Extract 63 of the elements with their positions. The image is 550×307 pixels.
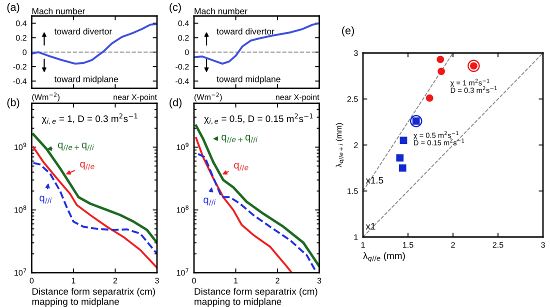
text: near X-point (114, 94, 157, 102)
series-label: x1.5 (366, 177, 384, 184)
annotation: χ$_{i,e}$ = 0.5, D = 0.15 m$^{2}$s$^{−1}$ (204, 113, 313, 124)
y-tick-label: 0.4 (178, 20, 189, 26)
x-axis-title: λ$_{q//e}$ (mm) (363, 252, 405, 262)
annotation: χ$_{i,e}$ = 1, D = 0.3 m$^{2}$s$^{−1}$ (42, 113, 138, 124)
x-tick-label: 3 (541, 242, 545, 248)
y-tick-label: 10$^{7}$ (176, 268, 188, 276)
y-tick-label: 3 (354, 50, 358, 56)
x-tick-label: 2 (276, 278, 280, 284)
x-tick-label: 1 (361, 242, 365, 248)
x-tick-label: 3 (155, 278, 159, 284)
chart-title: (e) (342, 26, 354, 36)
x-tick-label: 2 (451, 242, 455, 248)
y-tick-label: 10$^{7}$ (14, 268, 26, 276)
y-tick-label: 0.2 (178, 34, 189, 41)
y-tick-label: 0 (184, 49, 189, 56)
y-tick-label: 1.5 (348, 188, 358, 194)
annotation: toward divertor (216, 28, 274, 35)
y-tick-label: 1 (354, 234, 358, 240)
y-axis-title: Mach number (32, 8, 86, 14)
chart-title: (b) (7, 98, 20, 108)
y-tick-label: 10$^{9}$ (176, 142, 188, 150)
y-tick-label: 0.4 (16, 20, 27, 26)
annotation: toward midplane (54, 76, 118, 84)
legend-label: q$_{//e+}$q$_{//i}$ (222, 134, 258, 143)
legend-label: q$_{//e}$ (234, 162, 248, 171)
text: (Wm$^{−2}$) (194, 92, 222, 102)
y-tick-label: 2 (354, 142, 358, 148)
legend-label: q$_{//e+}$q$_{//i}$ (58, 142, 94, 151)
series-label: q$_{//i}$ (40, 196, 52, 204)
x-tick-label: 1 (72, 278, 76, 284)
chart-title: (c) (170, 3, 181, 14)
x-tick-label: 0 (192, 278, 196, 284)
text: (Wm$^{−2}$) (32, 92, 60, 102)
series-label: x1 (366, 223, 376, 230)
y-tick-label: 10$^{9}$ (14, 142, 26, 150)
y-tick-label: 0 (22, 49, 27, 56)
y-tick-label: 10$^{8}$ (14, 206, 26, 213)
annotation: toward divertor (54, 28, 112, 35)
annotation: toward midplane (216, 76, 280, 84)
x-tick-label: 1 (234, 278, 238, 284)
chart-title: (d) (170, 98, 182, 108)
y-tick-label: 0.2 (16, 34, 26, 41)
y-tick-label: -0.4 (176, 78, 189, 84)
y-axis-title: λ$_{q//e+i}$ (mm) (336, 123, 344, 168)
x-tick-label: 1.5 (403, 242, 414, 248)
text: near X-point (276, 94, 320, 102)
y-tick-label: -0.4 (13, 78, 27, 84)
x-tick-label: 2 (113, 278, 118, 284)
chart-title: (a) (7, 3, 20, 14)
x-axis-title: Distance form separatrix (cm) mapping to midplane (32, 288, 155, 307)
y-tick-label: 10$^{8}$ (176, 206, 188, 213)
x-axis-title: Distance form separatrix (cm) mapping to midplane (194, 288, 318, 307)
y-tick-label: 2.5 (347, 96, 358, 102)
series-label: q$_{//i}$ (204, 198, 216, 206)
y-tick-label: -0.2 (176, 64, 189, 70)
x-tick-label: 0 (30, 278, 34, 284)
legend-label: q$_{//e}$ (80, 162, 94, 170)
y-axis-title: Mach number (194, 8, 248, 14)
x-tick-label: 3 (317, 278, 322, 284)
y-tick-label: -0.2 (13, 64, 26, 70)
x-tick-label: 2.5 (492, 242, 504, 248)
